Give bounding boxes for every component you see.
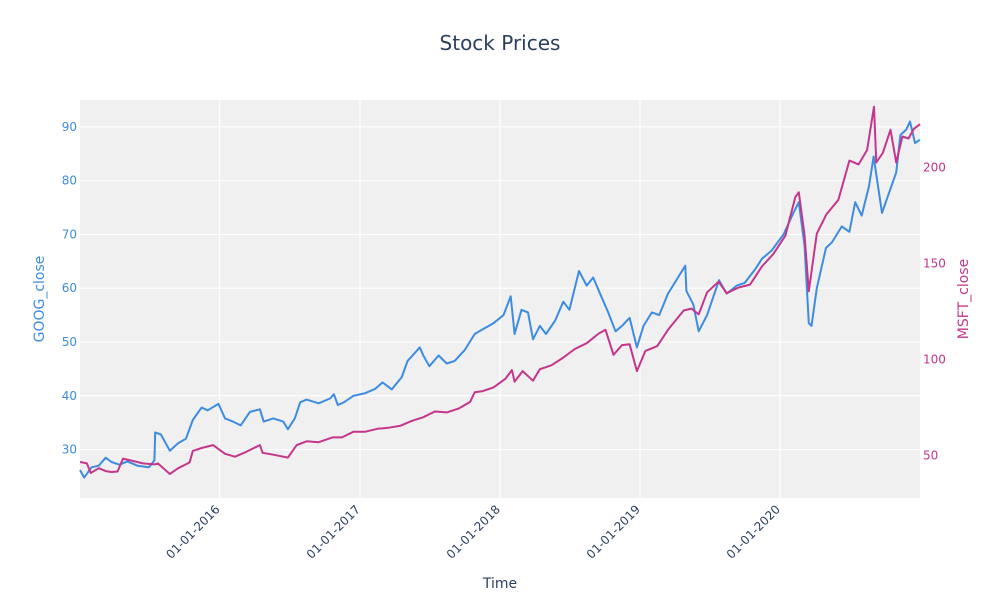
x-tick-label: 01-01-2019 [584, 502, 643, 561]
gridlines [80, 100, 920, 498]
x-tick-label: 01-01-2018 [444, 502, 503, 561]
series-lines [79, 105, 921, 479]
x-tick-label: 01-01-2016 [163, 502, 222, 561]
y-axis-left-title: GOOG_close [32, 256, 48, 343]
y-right-tick-label: 150 [923, 256, 946, 270]
y-axis-right-title: MSFT_close [956, 259, 972, 339]
y-right-tick-label: 100 [923, 353, 946, 367]
y-left-tick-label: 90 [62, 120, 77, 134]
y-right-tick-label: 200 [923, 160, 946, 174]
x-tick-label: 01-01-2017 [304, 502, 363, 561]
msft-close-line [79, 105, 921, 475]
y-left-tick-label: 40 [62, 389, 77, 403]
chart-title: Stock Prices [440, 31, 561, 55]
y-left-tick-label: 80 [62, 174, 77, 188]
goog-close-line [79, 120, 921, 479]
y-left-tick-label: 60 [62, 281, 77, 295]
x-tick-label: 01-01-2020 [724, 502, 783, 561]
x-axis-title: Time [482, 576, 517, 592]
y-left-tick-label: 30 [62, 443, 77, 457]
y-right-tick-label: 50 [923, 449, 938, 463]
y-left-tick-label: 70 [62, 227, 77, 241]
y-left-tick-label: 50 [62, 335, 77, 349]
